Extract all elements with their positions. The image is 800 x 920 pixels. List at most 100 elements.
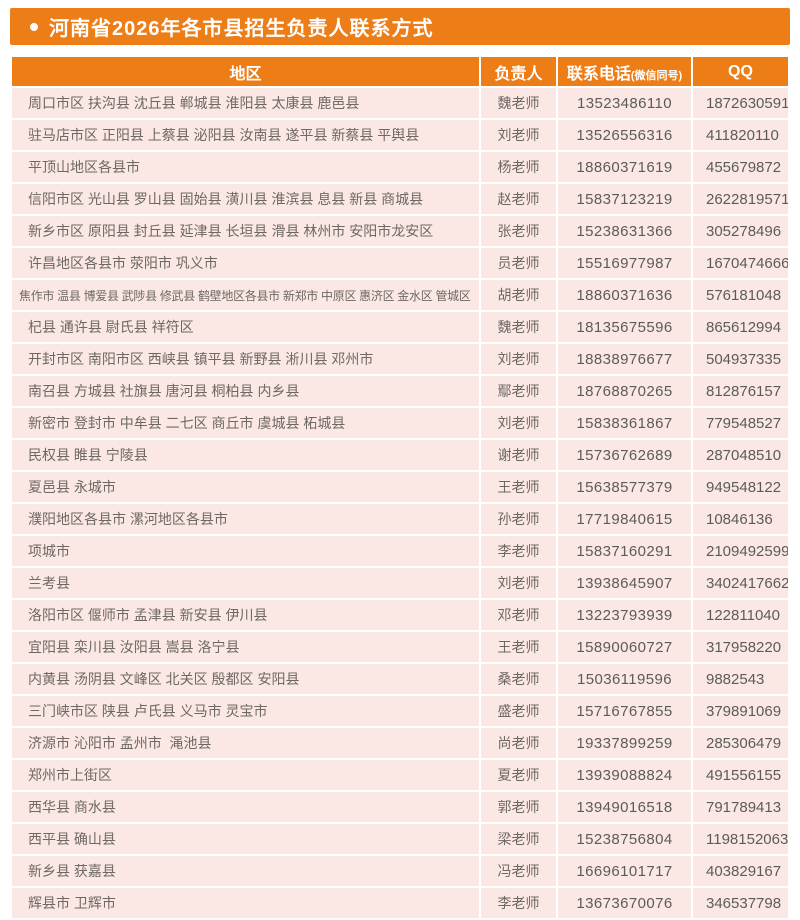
region-cell: 新密市 登封市 中牟县 二七区 商丘市 虞城县 柘城县 <box>12 408 479 438</box>
person-cell: 刘老师 <box>481 408 556 438</box>
page-title: 河南省2026年各市县招生负责人联系方式 <box>49 18 434 40</box>
person-cell: 尚老师 <box>481 728 556 758</box>
table-body: 周口市区 扶沟县 沈丘县 郸城县 淮阳县 太康县 鹿邑县 魏老师 135234861… <box>12 88 788 918</box>
table-row: 杞县 通许县 尉氏县 祥符区 魏老师 18135675596 865612994 <box>12 312 788 342</box>
person-cell: 王老师 <box>481 472 556 502</box>
table-row: 郑州市上街区 夏老师 13939088824 491556155 <box>12 760 788 790</box>
qq-cell: 2622819571 <box>693 184 788 214</box>
phone-cell: 18860371619 <box>558 152 691 182</box>
region-cell: 平顶山地区各县市 <box>12 152 479 182</box>
table-row: 濮阳地区各县市 漯河地区各县市 孙老师 17719840615 10846136 <box>12 504 788 534</box>
region-cell: 西华县 商水县 <box>12 792 479 822</box>
person-cell: 孙老师 <box>481 504 556 534</box>
person-cell: 刘老师 <box>481 120 556 150</box>
phone-cell: 13526556316 <box>558 120 691 150</box>
region-cell: 濮阳地区各县市 漯河地区各县市 <box>12 504 479 534</box>
table-row: 辉县市 卫辉市 李老师 13673670076 346537798 <box>12 888 788 918</box>
table-row: 民权县 睢县 宁陵县 谢老师 15736762689 287048510 <box>12 440 788 470</box>
phone-cell: 18860371636 <box>558 280 691 310</box>
person-cell: 盛老师 <box>481 696 556 726</box>
phone-cell: 13223793939 <box>558 600 691 630</box>
person-cell: 刘老师 <box>481 344 556 374</box>
table-row: 焦作市 温县 博爱县 武陟县 修武县 鹤壁地区各县市 新郑市 中原区 惠济区 金… <box>12 280 788 310</box>
person-cell: 刘老师 <box>481 568 556 598</box>
header-row: 地区 负责人 联系电话(微信同号) QQ <box>12 57 788 86</box>
person-cell: 员老师 <box>481 248 556 278</box>
table-row: 内黄县 汤阴县 文峰区 北关区 殷都区 安阳县 桑老师 15036119596 988… <box>12 664 788 694</box>
table-row: 兰考县 刘老师 13938645907 3402417662 <box>12 568 788 598</box>
person-cell: 胡老师 <box>481 280 556 310</box>
qq-cell: 9882543 <box>693 664 788 694</box>
qq-cell: 3402417662 <box>693 568 788 598</box>
region-cell: 南召县 方城县 社旗县 唐河县 桐柏县 内乡县 <box>12 376 479 406</box>
person-cell: 杨老师 <box>481 152 556 182</box>
table-row: 平顶山地区各县市 杨老师 18860371619 455679872 <box>12 152 788 182</box>
qq-cell: 379891069 <box>693 696 788 726</box>
region-cell: 夏邑县 永城市 <box>12 472 479 502</box>
phone-cell: 13938645907 <box>558 568 691 598</box>
person-cell: 魏老师 <box>481 88 556 118</box>
region-cell: 开封市区 南阳市区 西峡县 镇平县 新野县 淅川县 邓州市 <box>12 344 479 374</box>
region-cell: 信阳市区 光山县 罗山县 固始县 潢川县 淮滨县 息县 新县 商城县 <box>12 184 479 214</box>
table-row: 西华县 商水县 郭老师 13949016518 791789413 <box>12 792 788 822</box>
table-row: 洛阳市区 偃师市 孟津县 新安县 伊川县 邓老师 13223793939 122811… <box>12 600 788 630</box>
column-header-phone-label: 联系电话 <box>566 65 631 83</box>
table-row: 新密市 登封市 中牟县 二七区 商丘市 虞城县 柘城县 刘老师 1583836186… <box>12 408 788 438</box>
table-row: 驻马店市区 正阳县 上蔡县 泌阳县 汝南县 遂平县 新蔡县 平舆县 刘老师 1352… <box>12 120 788 150</box>
phone-cell: 15638577379 <box>558 472 691 502</box>
phone-cell: 13673670076 <box>558 888 691 918</box>
table-row: 南召县 方城县 社旗县 唐河县 桐柏县 内乡县 鄢老师 18768870265 812… <box>12 376 788 406</box>
phone-cell: 13949016518 <box>558 792 691 822</box>
region-cell: 济源市 沁阳市 孟州市 渑池县 <box>12 728 479 758</box>
title-bar: 河南省2026年各市县招生负责人联系方式 <box>10 8 790 45</box>
qq-cell: 285306479 <box>693 728 788 758</box>
person-cell: 夏老师 <box>481 760 556 790</box>
qq-cell: 779548527 <box>693 408 788 438</box>
region-cell: 辉县市 卫辉市 <box>12 888 479 918</box>
region-cell: 宜阳县 栾川县 汝阳县 嵩县 洛宁县 <box>12 632 479 662</box>
region-cell: 驻马店市区 正阳县 上蔡县 泌阳县 汝南县 遂平县 新蔡县 平舆县 <box>12 120 479 150</box>
person-cell: 桑老师 <box>481 664 556 694</box>
phone-cell: 15838361867 <box>558 408 691 438</box>
person-cell: 赵老师 <box>481 184 556 214</box>
phone-cell: 15036119596 <box>558 664 691 694</box>
phone-cell: 15736762689 <box>558 440 691 470</box>
region-cell: 杞县 通许县 尉氏县 祥符区 <box>12 312 479 342</box>
table-row: 新乡县 获嘉县 冯老师 16696101717 403829167 <box>12 856 788 886</box>
region-cell: 周口市区 扶沟县 沈丘县 郸城县 淮阳县 太康县 鹿邑县 <box>12 88 479 118</box>
qq-cell: 2109492599 <box>693 536 788 566</box>
phone-cell: 15238756804 <box>558 824 691 854</box>
phone-cell: 15716767855 <box>558 696 691 726</box>
qq-cell: 403829167 <box>693 856 788 886</box>
person-cell: 王老师 <box>481 632 556 662</box>
column-header-phone-note: (微信同号) <box>630 69 683 82</box>
column-header-qq: QQ <box>693 57 788 86</box>
table-row: 三门峡市区 陕县 卢氏县 义马市 灵宝市 盛老师 15716767855 379891… <box>12 696 788 726</box>
phone-cell: 18838976677 <box>558 344 691 374</box>
person-cell: 鄢老师 <box>481 376 556 406</box>
person-cell: 张老师 <box>481 216 556 246</box>
region-cell: 焦作市 温县 博爱县 武陟县 修武县 鹤壁地区各县市 新郑市 中原区 惠济区 金… <box>12 280 479 310</box>
phone-cell: 13523486110 <box>558 88 691 118</box>
phone-cell: 15890060727 <box>558 632 691 662</box>
table-row: 济源市 沁阳市 孟州市 渑池县 尚老师 19337899259 285306479 <box>12 728 788 758</box>
person-cell: 魏老师 <box>481 312 556 342</box>
qq-cell: 1198152063 <box>693 824 788 854</box>
qq-cell: 1872630591 <box>693 88 788 118</box>
qq-cell: 287048510 <box>693 440 788 470</box>
person-cell: 谢老师 <box>481 440 556 470</box>
region-cell: 兰考县 <box>12 568 479 598</box>
person-cell: 冯老师 <box>481 856 556 886</box>
table-row: 信阳市区 光山县 罗山县 固始县 潢川县 淮滨县 息县 新县 商城县 赵老师 158… <box>12 184 788 214</box>
table-row: 许昌地区各县市 荥阳市 巩义市 员老师 15516977987 1670474666 <box>12 248 788 278</box>
qq-cell: 346537798 <box>693 888 788 918</box>
region-cell: 三门峡市区 陕县 卢氏县 义马市 灵宝市 <box>12 696 479 726</box>
phone-cell: 15837160291 <box>558 536 691 566</box>
person-cell: 邓老师 <box>481 600 556 630</box>
phone-cell: 15516977987 <box>558 248 691 278</box>
person-cell: 郭老师 <box>481 792 556 822</box>
person-cell: 李老师 <box>481 536 556 566</box>
table-row: 项城市 李老师 15837160291 2109492599 <box>12 536 788 566</box>
table-row: 夏邑县 永城市 王老师 15638577379 949548122 <box>12 472 788 502</box>
